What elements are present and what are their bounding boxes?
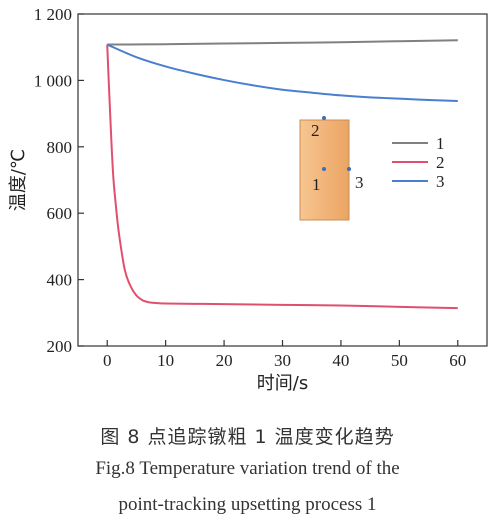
legend-label-2: 2 bbox=[436, 153, 445, 172]
series-layer bbox=[106, 39, 458, 310]
y-axis-label: 温度/℃ bbox=[8, 149, 29, 211]
x-tick-label: 0 bbox=[103, 351, 112, 370]
series-line-1 bbox=[107, 39, 458, 46]
y-tick-label: 1 200 bbox=[34, 5, 72, 24]
inset-label-3: 3 bbox=[355, 173, 364, 192]
legend-label-3: 3 bbox=[436, 172, 445, 191]
series-line-2 bbox=[106, 44, 458, 310]
x-tick-label: 60 bbox=[449, 351, 466, 370]
y-tick-label: 600 bbox=[47, 204, 73, 223]
chart: 200 400 600 800 1 000 1 200 0 10 20 30 40 50 60 时间/s 温… bbox=[8, 5, 488, 394]
legend: 123 bbox=[392, 134, 445, 191]
figure-caption-chinese: 图 8 点追踪镦粗 1 温度变化趋势 bbox=[100, 426, 395, 448]
y-tick-label: 1 000 bbox=[34, 71, 72, 90]
inset-point-1 bbox=[322, 116, 326, 120]
x-tick-label: 10 bbox=[157, 351, 174, 370]
x-tick-label: 40 bbox=[332, 351, 349, 370]
inset-point-3 bbox=[347, 167, 351, 171]
series-line-3 bbox=[106, 43, 458, 102]
x-tick-label: 50 bbox=[391, 351, 408, 370]
legend-label-1: 1 bbox=[436, 134, 445, 153]
inset-label-2: 2 bbox=[311, 121, 320, 140]
x-axis-label: 时间/s bbox=[257, 373, 308, 394]
y-tick-label: 800 bbox=[47, 138, 73, 157]
inset-point-2 bbox=[322, 167, 326, 171]
figure-caption-english-line1: Fig.8 Temperature variation trend of the bbox=[95, 458, 400, 479]
axes: 200 400 600 800 1 000 1 200 0 10 20 30 40 50 60 时间/s 温… bbox=[8, 5, 488, 394]
x-tick-label: 20 bbox=[216, 351, 233, 370]
y-tick-label: 200 bbox=[47, 337, 73, 356]
x-tick-label: 30 bbox=[274, 351, 291, 370]
y-tick-label: 400 bbox=[47, 271, 73, 290]
figure-caption-english-line2: point-tracking upsetting process 1 bbox=[118, 494, 377, 515]
inset-specimen: 2 1 3 bbox=[299, 116, 364, 221]
inset-label-1: 1 bbox=[312, 175, 321, 194]
